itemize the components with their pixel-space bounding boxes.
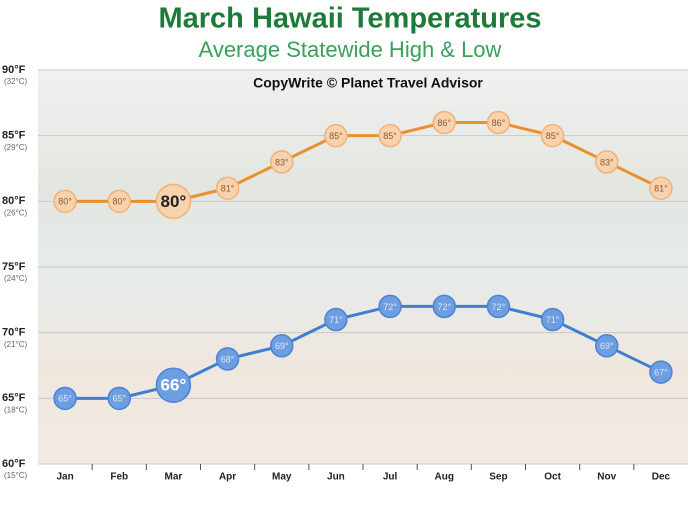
value-label: 81° (221, 184, 235, 194)
value-label: 80° (112, 197, 126, 207)
data-point (540, 123, 565, 148)
data-point (155, 183, 192, 220)
data-point (486, 110, 511, 135)
y-tick-sublabel: (18°C) (4, 405, 28, 414)
value-label: 86° (492, 118, 506, 128)
x-tick-label: Nov (597, 472, 616, 483)
x-tick-label: Sep (489, 472, 507, 483)
data-point (270, 150, 294, 174)
x-tick-label: Feb (110, 472, 128, 483)
data-point (378, 123, 402, 148)
value-label: 71° (546, 315, 560, 325)
y-tick-sublabel: (21°C) (4, 340, 28, 349)
value-label: 67° (654, 367, 668, 377)
data-point (215, 347, 240, 371)
x-tick-label: Jan (56, 472, 73, 483)
y-tick-sublabel: (26°C) (4, 208, 28, 217)
data-point (324, 123, 348, 148)
value-label: 69° (275, 341, 289, 351)
value-label: 65° (112, 394, 126, 404)
value-label: 72° (383, 302, 397, 312)
data-point (155, 367, 192, 403)
data-point (649, 360, 673, 384)
value-label: 83° (600, 157, 614, 167)
chart-title: March Hawaii Temperatures (158, 3, 541, 35)
y-tick-label: 70°F (2, 327, 26, 339)
value-label: 80° (58, 197, 72, 207)
y-tick-sublabel: (24°C) (4, 274, 28, 283)
x-tick-label: Mar (165, 472, 183, 483)
y-tick-label: 65°F (2, 392, 26, 404)
x-tick-label: Jun (327, 472, 345, 483)
data-point (649, 176, 673, 200)
data-point (270, 334, 294, 358)
value-label: 72° (492, 302, 506, 312)
y-tick-sublabel: (15°C) (4, 471, 28, 480)
value-label: 72° (437, 302, 451, 312)
annotation: CopyWrite © Planet Travel Advisor (253, 75, 483, 91)
value-label: 80° (161, 192, 187, 211)
x-tick-label: Dec (652, 472, 671, 483)
x-tick-label: Aug (435, 472, 454, 483)
value-label: 68° (221, 354, 235, 364)
value-label: 85° (383, 131, 397, 141)
x-tick-label: May (272, 472, 292, 483)
data-point (53, 386, 77, 411)
y-tick-label: 85°F (2, 130, 26, 142)
data-point (540, 307, 565, 332)
data-point (215, 176, 240, 200)
data-point (486, 294, 511, 319)
y-tick-label: 80°F (2, 195, 26, 207)
data-point (595, 150, 619, 174)
data-point (432, 110, 456, 135)
y-tick-label: 90°F (2, 64, 26, 76)
data-point (107, 386, 131, 411)
x-tick-label: Oct (544, 472, 561, 483)
value-label: 65° (58, 394, 72, 404)
y-tick-label: 60°F (2, 458, 26, 470)
value-label: 69° (600, 341, 614, 351)
x-tick-label: Jul (383, 472, 398, 483)
data-point (378, 294, 402, 319)
data-point (107, 189, 131, 214)
value-label: 85° (329, 131, 343, 141)
value-label: 86° (437, 118, 451, 128)
chart-subtitle: Average Statewide High & Low (199, 37, 502, 62)
data-point (432, 294, 456, 319)
y-tick-sublabel: (29°C) (4, 143, 28, 152)
value-label: 71° (329, 315, 343, 325)
value-label: 66° (161, 376, 187, 395)
x-tick-label: Apr (219, 472, 236, 483)
data-point (595, 334, 619, 358)
y-tick-label: 75°F (2, 261, 26, 273)
data-point (53, 189, 77, 214)
y-tick-sublabel: (32°C) (4, 77, 28, 86)
data-point (324, 307, 348, 332)
value-label: 85° (546, 131, 560, 141)
value-label: 83° (275, 157, 289, 167)
value-label: 81° (654, 184, 668, 194)
